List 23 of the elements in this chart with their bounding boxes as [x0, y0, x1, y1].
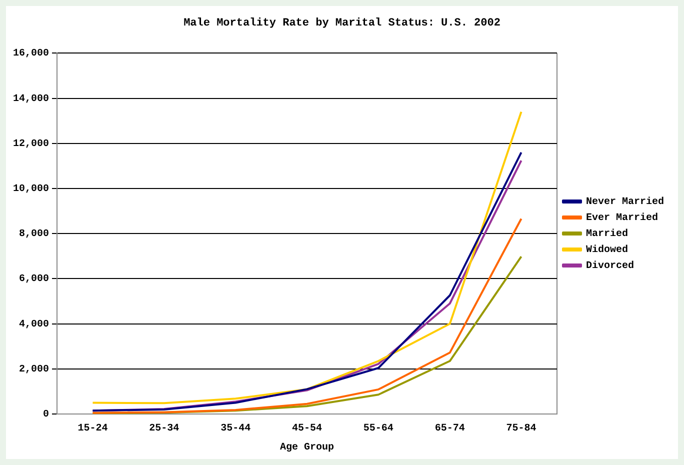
- legend-label: Married: [586, 228, 628, 240]
- x-tick-label: 75-84: [506, 424, 536, 435]
- legend-label: Ever Married: [586, 212, 658, 224]
- y-tick-label: 16,000: [12, 48, 50, 60]
- chart-title: Male Mortality Rate by Marital Status: U.S. 2002: [184, 17, 500, 30]
- y-tick-label: 4,000: [18, 319, 50, 330]
- x-tick-label: 55-64: [363, 424, 394, 435]
- x-tick-label: 65-74: [434, 424, 465, 435]
- y-tick-label: 10,000: [12, 184, 50, 196]
- y-tick-label: 2,000: [18, 364, 50, 376]
- y-tick-label: 12,000: [12, 138, 50, 150]
- x-axis-title: Age Group: [280, 442, 334, 454]
- legend-label: Never Married: [586, 196, 664, 208]
- x-tick-label: 25-34: [149, 424, 180, 435]
- y-tick-label: 8,000: [18, 229, 50, 240]
- x-tick-label: 45-54: [292, 424, 322, 435]
- x-tick-label: 15-24: [78, 424, 108, 435]
- legend-label: Widowed: [586, 244, 628, 256]
- legend-label: Divorced: [586, 260, 634, 272]
- y-tick-label: 6,000: [18, 274, 50, 286]
- y-tick-label: 0: [42, 410, 50, 421]
- y-tick-label: 14,000: [12, 94, 50, 105]
- x-tick-label: 35-44: [220, 424, 251, 435]
